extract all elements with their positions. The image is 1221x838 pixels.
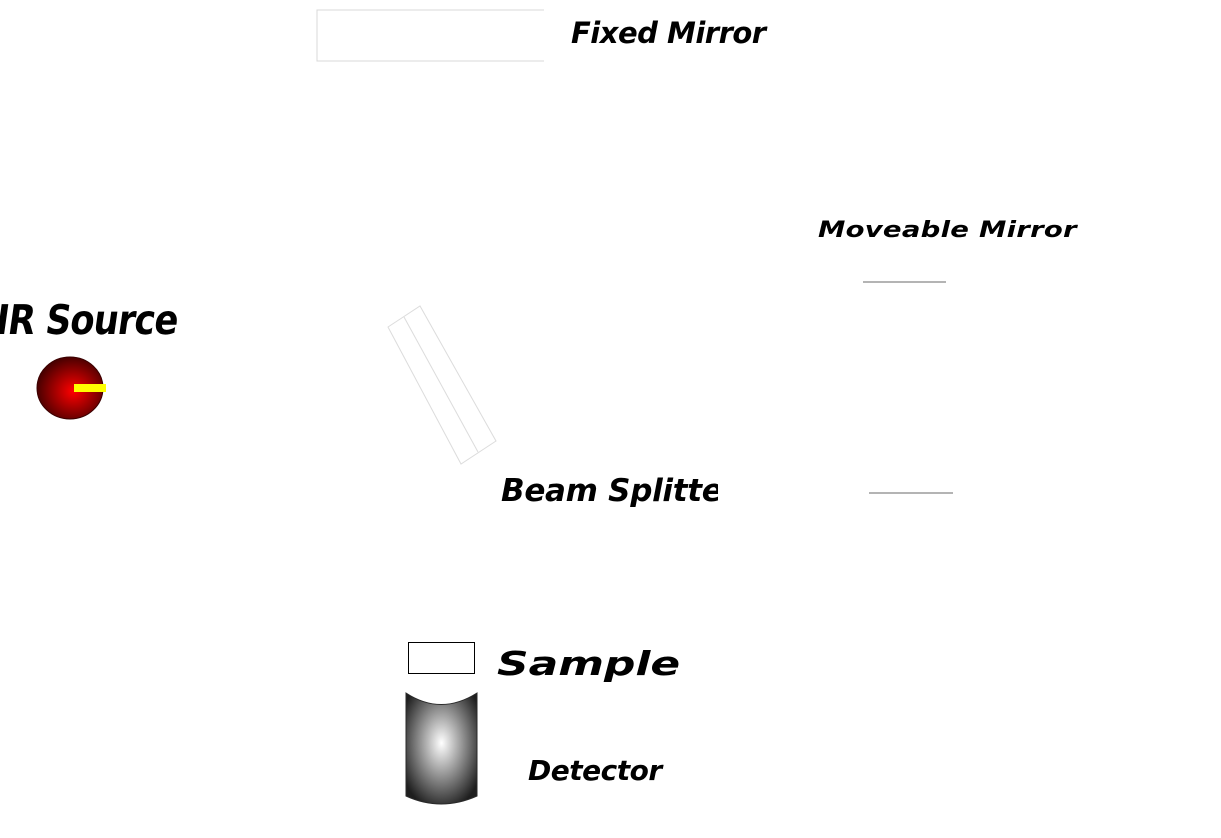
sample-cell — [408, 642, 475, 674]
beam-splitter — [387, 305, 497, 465]
fixed-mirror-label: Fixed Mirror — [571, 16, 766, 50]
moveable-mirror-label: Moveable Mirror — [818, 218, 1077, 243]
ir-source — [36, 356, 106, 420]
detector — [405, 692, 478, 805]
beam-splitter-label: Beam Splitter — [501, 476, 718, 507]
ir-source-label: IR Source — [0, 296, 182, 344]
detector-label: Detector — [528, 754, 662, 787]
ir-source-indicator — [74, 384, 106, 392]
fixed-mirror — [316, 9, 544, 62]
sample-label: Sample — [497, 644, 681, 683]
